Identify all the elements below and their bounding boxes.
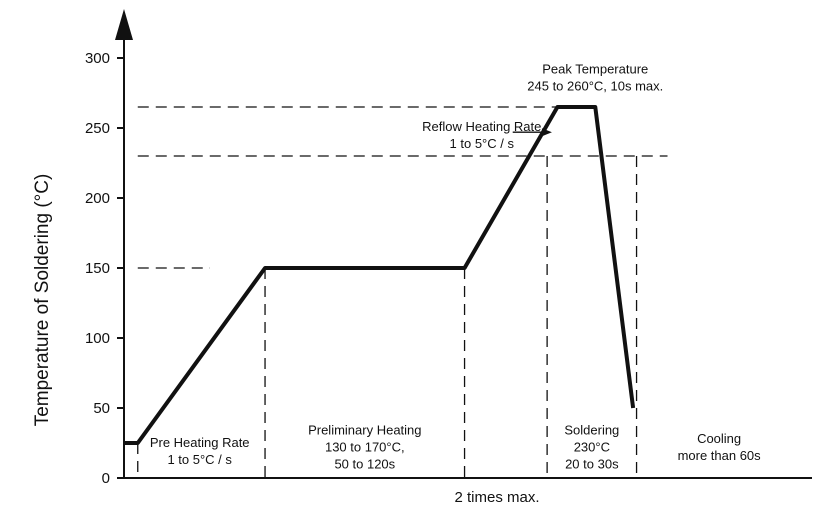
annotation-label: Preliminary Heating 130 to 170°C, 50 to 12… xyxy=(308,423,421,472)
annotation-line: 20 to 30s xyxy=(565,457,619,472)
y-tick-label: 50 xyxy=(93,400,110,417)
annotation-line: Cooling xyxy=(697,431,741,446)
annotation-label: Cooling more than 60s xyxy=(678,431,762,463)
annotation-line: 130 to 170°C, xyxy=(325,440,405,455)
annotation-line: 50 to 120s xyxy=(334,457,395,472)
y-tick-label: 0 xyxy=(102,470,110,487)
temperature-profile-line xyxy=(124,105,636,445)
y-tick-label: 300 xyxy=(85,50,110,67)
axes xyxy=(115,9,812,479)
annotation-line: 1 to 5°C / s xyxy=(450,136,515,151)
annotation-line: 1 to 5°C / s xyxy=(167,452,232,467)
annotation-label: Soldering 230°C 20 to 30s xyxy=(564,423,619,472)
reference-lines xyxy=(137,106,668,478)
series-layer xyxy=(124,105,636,445)
y-axis-arrow-icon xyxy=(115,9,133,40)
y-axis-label: Temperature of Soldering (°C) xyxy=(32,174,53,427)
y-tick-label: 100 xyxy=(85,330,110,347)
y-tick-label: 200 xyxy=(85,190,110,207)
arrow-head-icon xyxy=(541,128,552,137)
annotation-label: Reflow Heating Rate 1 to 5°C / s xyxy=(422,119,541,151)
y-tick-label: 250 xyxy=(85,120,110,137)
annotation-label: Peak Temperature 245 to 260°C, 10s max. xyxy=(527,61,663,93)
x-axis-label: 2 times max. xyxy=(454,489,539,506)
y-tick-label: 150 xyxy=(85,260,110,277)
annotation-label: Pre Heating Rate 1 to 5°C / s xyxy=(150,435,250,467)
annotation-line: Reflow Heating Rate xyxy=(422,119,541,134)
y-ticks: 0 50 100 150 200 250 300 xyxy=(85,50,124,487)
annotation-line: Preliminary Heating xyxy=(308,423,421,438)
annotation-line: Pre Heating Rate xyxy=(150,435,250,450)
annotation-line: Peak Temperature xyxy=(542,61,648,76)
annotation-line: 245 to 260°C, 10s max. xyxy=(527,78,663,93)
annotation-line: more than 60s xyxy=(678,448,762,463)
annotation-line: 230°C xyxy=(574,440,610,455)
annotation-line: Soldering xyxy=(564,423,619,438)
annotations: Pre Heating Rate 1 to 5°C / s Preliminary … xyxy=(150,61,761,471)
